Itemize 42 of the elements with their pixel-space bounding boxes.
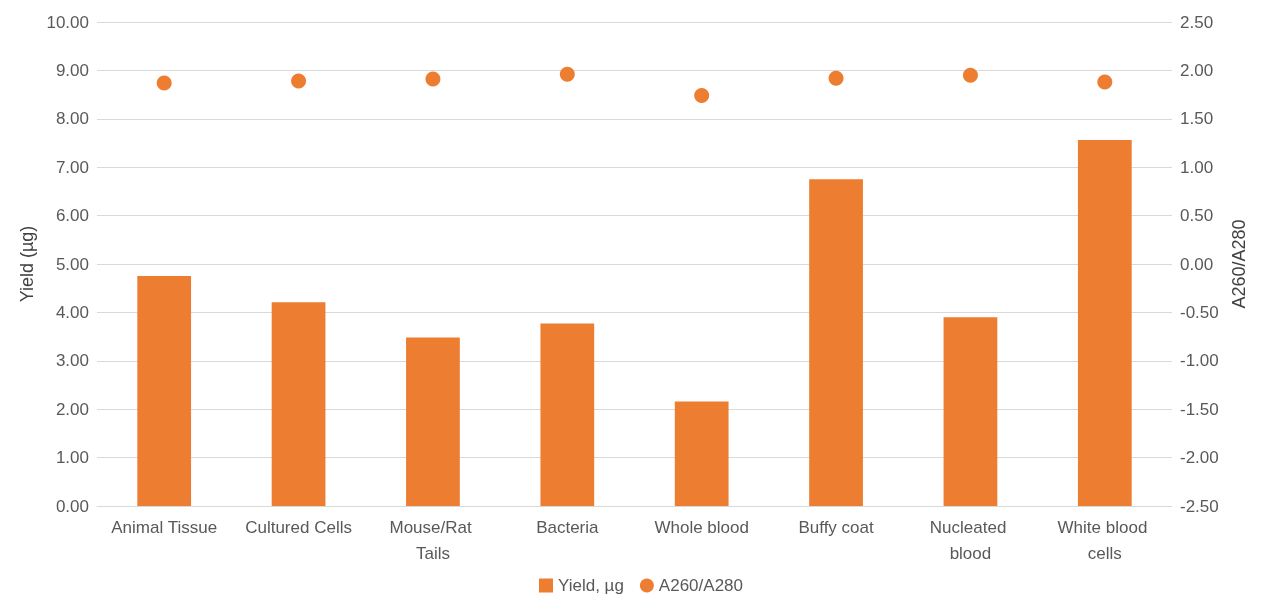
y2-tick-label: -1.00 — [1180, 351, 1219, 371]
y-tick-label: 1.00 — [55, 448, 89, 468]
x-tick-label: Animal Tissue — [111, 517, 218, 537]
y2-tick-label: -0.50 — [1180, 302, 1219, 322]
y-tick-label: 6.00 — [55, 206, 89, 226]
legend-label: A260/A280 — [658, 576, 744, 595]
y-tick-label: 10.00 — [46, 12, 89, 32]
x-tick-label: Mouse/Rat Tails — [389, 517, 477, 563]
y-tick-label: 8.00 — [55, 109, 89, 129]
x-tick-label: White blood cells — [1057, 517, 1153, 563]
y-tick-label: 3.00 — [55, 351, 89, 371]
bar — [943, 317, 998, 506]
x-tick-label: Buffy coat — [798, 517, 874, 537]
y2-tick-label: -2.50 — [1180, 496, 1219, 516]
bar — [1077, 140, 1132, 506]
y2-tick-label: 0.00 — [1180, 254, 1214, 274]
legend-label: Yield, µg — [558, 576, 624, 595]
x-tick-label: Cultured Cells — [245, 517, 352, 537]
y2-tick-label: 1.50 — [1180, 109, 1214, 129]
y-tick-label: 9.00 — [55, 60, 89, 80]
y2-axis-title: A260/A280 — [1229, 219, 1249, 309]
x-tick-label: Bacteria — [536, 517, 600, 537]
y-tick-label: 2.00 — [55, 399, 89, 419]
y-tick-label: 5.00 — [55, 254, 89, 274]
y2-tick-label: -1.50 — [1180, 399, 1219, 419]
bar — [674, 401, 729, 506]
bar — [540, 323, 595, 506]
y2-tick-label: 2.50 — [1180, 12, 1214, 32]
bar — [809, 179, 863, 506]
y-axis-title: Yield (µg) — [16, 225, 37, 303]
y2-tick-label: 0.50 — [1180, 206, 1214, 226]
x-tick-label: Nucleated blood — [929, 517, 1012, 563]
y2-tick-label: 1.00 — [1180, 157, 1214, 177]
bar — [406, 337, 460, 506]
y-tick-label: 0.00 — [55, 496, 89, 516]
y-tick-label: 7.00 — [55, 157, 89, 177]
y2-tick-label: -2.00 — [1180, 448, 1219, 468]
x-tick-label: Whole blood — [654, 517, 749, 537]
bar — [137, 276, 192, 506]
y2-tick-label: 2.00 — [1180, 60, 1214, 80]
bar — [271, 302, 326, 506]
y-tick-label: 4.00 — [55, 302, 89, 322]
